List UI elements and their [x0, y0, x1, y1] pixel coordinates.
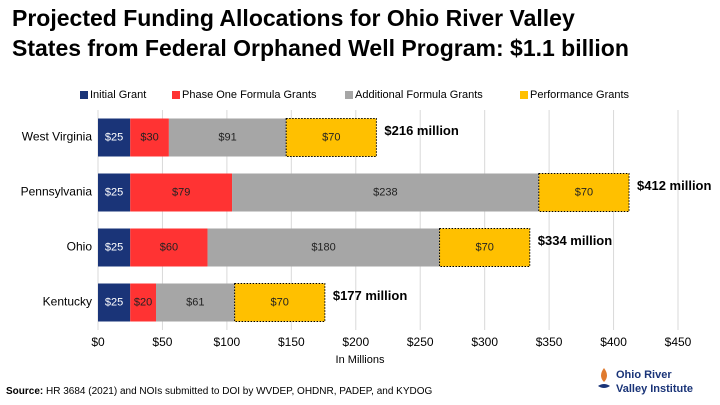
legend-swatch: [520, 91, 528, 99]
data-label: $70: [475, 241, 493, 253]
bar: [98, 228, 131, 267]
bar: [168, 118, 287, 157]
bar: [98, 173, 131, 212]
total-label: $412 million: [637, 178, 711, 193]
legend-label: Initial Grant: [90, 89, 146, 101]
bar: [130, 283, 156, 322]
bar: [207, 228, 440, 267]
bar: [130, 173, 233, 212]
bar: [234, 283, 326, 322]
data-label: $20: [134, 296, 152, 308]
y-tick-label: West Virginia: [22, 130, 93, 144]
data-label: $61: [186, 296, 204, 308]
total-label: $334 million: [538, 233, 612, 248]
legend-label: Performance Grants: [530, 89, 630, 101]
data-label: $238: [373, 186, 397, 198]
x-tick-label: $150: [278, 335, 305, 349]
x-tick-label: $450: [665, 335, 692, 349]
x-axis-label: In Millions: [336, 354, 385, 366]
bar: [98, 283, 131, 322]
total-label: $177 million: [333, 288, 407, 303]
source: Source: HR 3684 (2021) and NOIs submitte…: [6, 386, 433, 397]
chart-title: States from Federal Orphaned Well Progra…: [12, 35, 629, 61]
source-text: HR 3684 (2021) and NOIs submitted to DOI…: [46, 386, 432, 397]
legend-swatch: [172, 91, 180, 99]
data-label: $30: [140, 131, 158, 143]
data-label: $25: [105, 241, 123, 253]
logo-text: Ohio River: [616, 369, 672, 381]
bar: [232, 173, 539, 212]
x-tick-label: $0: [91, 335, 105, 349]
data-label: $25: [105, 131, 123, 143]
legend-label: Additional Formula Grants: [355, 89, 483, 101]
data-label: $25: [105, 186, 123, 198]
bar: [130, 228, 208, 267]
bar: [130, 118, 169, 157]
data-label: $60: [160, 241, 178, 253]
x-tick-label: $350: [536, 335, 563, 349]
bar: [98, 118, 131, 157]
logo-icon: [598, 384, 610, 388]
y-tick-label: Ohio: [67, 240, 93, 254]
x-tick-label: $50: [152, 335, 172, 349]
legend-swatch: [345, 91, 353, 99]
logo-text: Valley Institute: [616, 383, 693, 395]
data-label: $70: [575, 186, 593, 198]
data-label: $25: [105, 296, 123, 308]
logo: Ohio River Valley Institute: [598, 368, 693, 395]
y-tick-label: Pennsylvania: [21, 185, 93, 199]
x-tick-label: $100: [214, 335, 241, 349]
bar: [156, 283, 235, 322]
x-tick-label: $250: [407, 335, 434, 349]
bar: [538, 173, 630, 212]
bar: [439, 228, 531, 267]
data-label: $70: [271, 296, 289, 308]
legend-label: Phase One Formula Grants: [182, 89, 317, 101]
x-tick-label: $300: [471, 335, 498, 349]
bar: [285, 118, 377, 157]
chart-title: Projected Funding Allocations for Ohio R…: [12, 5, 575, 31]
total-label: $216 million: [384, 123, 458, 138]
data-label: $91: [218, 131, 236, 143]
legend-swatch: [80, 91, 88, 99]
y-tick-label: Kentucky: [43, 295, 92, 309]
source-label: Source:: [6, 386, 43, 397]
logo-icon: [601, 368, 607, 382]
data-label: $180: [311, 241, 335, 253]
data-label: $70: [322, 131, 340, 143]
data-label: $79: [172, 186, 190, 198]
x-tick-label: $200: [342, 335, 369, 349]
x-tick-label: $400: [600, 335, 627, 349]
